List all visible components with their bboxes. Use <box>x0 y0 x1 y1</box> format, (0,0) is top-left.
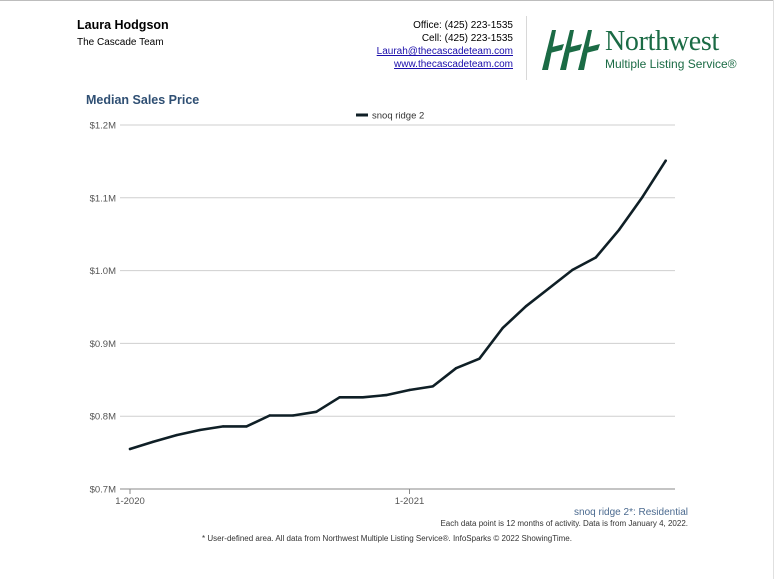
x-tick-label: 1-2020 <box>115 496 145 507</box>
disclaimer: * User-defined area. All data from North… <box>202 534 572 543</box>
y-tick-label: $0.7M <box>90 485 116 496</box>
data-point <box>454 366 458 370</box>
email-link[interactable]: Laurah@thecascadeteam.com <box>376 46 513 57</box>
y-tick-label: $0.9M <box>90 339 116 350</box>
legend: snoq ridge 2 <box>356 111 424 122</box>
data-point <box>571 268 574 272</box>
data-point <box>291 414 295 417</box>
data-point <box>245 425 248 428</box>
data-point <box>315 410 318 414</box>
y-tick-label: $1.1M <box>90 193 116 204</box>
logo-subtitle: Multiple Listing Service® <box>605 57 737 71</box>
data-point <box>664 159 667 162</box>
gridlines <box>120 124 675 490</box>
contact-block: Office: (425) 223-1535 Cell: (425) 223-1… <box>377 19 513 71</box>
agent-name: Laura Hodgson <box>77 18 169 32</box>
data-point <box>175 433 178 437</box>
nwmls-logo: Northwest Multiple Listing Service® <box>538 20 758 76</box>
legend-label: snoq ridge 2 <box>372 111 424 122</box>
region-label: snoq ridge 2*: Residential <box>574 507 688 518</box>
data-point <box>431 385 434 388</box>
top-border <box>0 0 774 1</box>
data-point <box>548 286 551 290</box>
data-point <box>617 228 621 232</box>
data-point <box>338 396 341 399</box>
data-point <box>268 414 271 417</box>
data-point <box>361 396 365 399</box>
y-tick-label: $1.0M <box>90 266 116 277</box>
data-point <box>198 428 202 432</box>
cell-phone: Cell: (425) 223-1535 <box>421 33 513 44</box>
data-point <box>478 357 481 360</box>
data-point <box>594 256 598 259</box>
data-point <box>524 305 528 308</box>
x-tick-label: 1-2021 <box>395 496 425 507</box>
data-point <box>408 388 411 392</box>
agent-team: The Cascade Team <box>77 37 164 48</box>
y-tick-label: $0.8M <box>90 412 116 423</box>
x-axis: 1-2020 1-2021 <box>115 489 424 507</box>
data-note: Each data point is 12 months of activity… <box>440 519 688 528</box>
data-point <box>152 440 155 443</box>
y-tick-label: $1.2M <box>90 121 116 132</box>
logo-wordmark: Northwest <box>605 26 719 57</box>
data-point <box>128 447 132 451</box>
data-point <box>501 326 504 330</box>
data-point <box>384 393 388 397</box>
y-axis-labels: $0.7M $0.8M $0.9M $1.0M $1.1M $1.2M <box>90 121 116 496</box>
series-line <box>128 159 668 451</box>
office-phone: Office: (425) 223-1535 <box>413 20 513 31</box>
data-point <box>221 425 225 428</box>
website-link[interactable]: www.thecascadeteam.com <box>394 59 513 70</box>
series-group <box>128 159 668 451</box>
chart-title: Median Sales Price <box>86 93 200 107</box>
tree-logo-icon <box>542 30 600 70</box>
data-point <box>641 195 644 199</box>
header-divider <box>526 16 527 80</box>
